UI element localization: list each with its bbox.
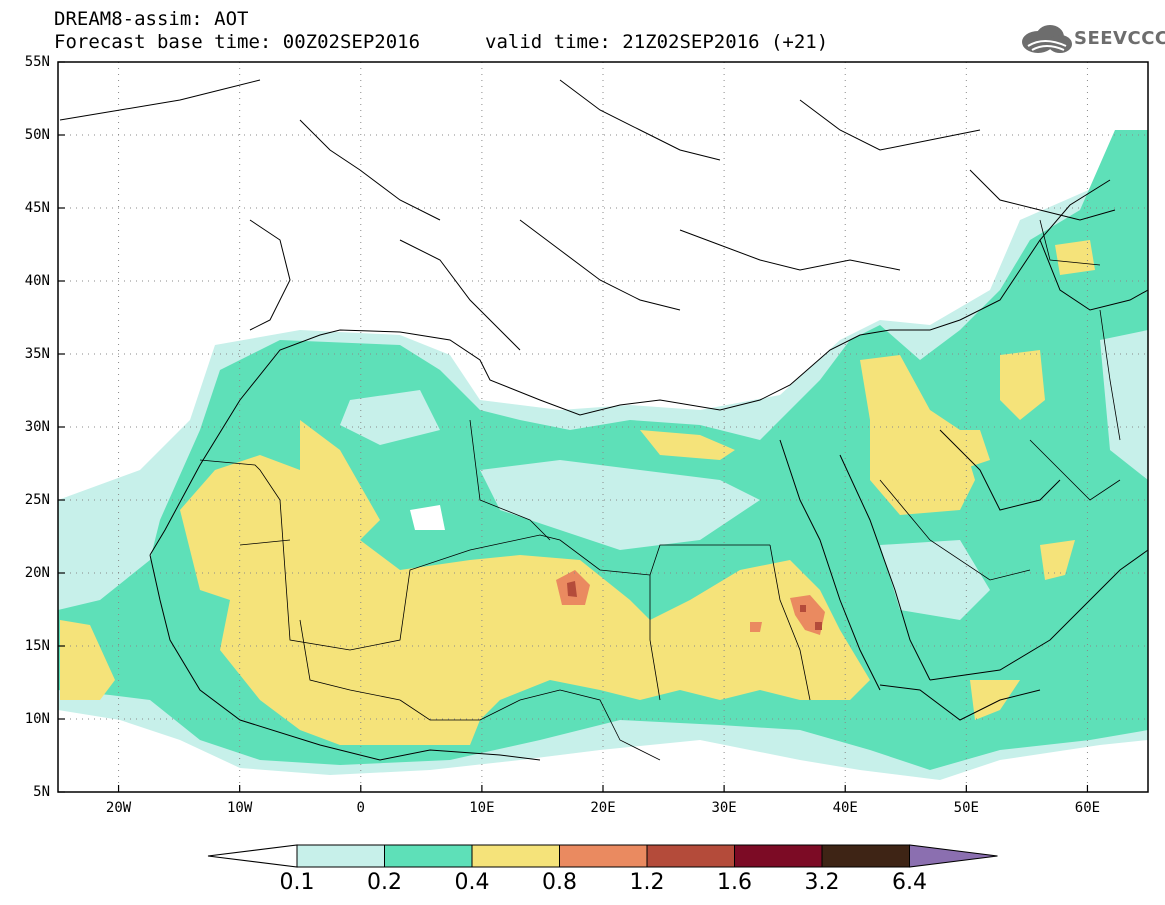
- colorbar-segment: [471, 844, 560, 868]
- lon-label: 40E: [832, 800, 858, 816]
- colorbar-label: 0.8: [542, 870, 577, 895]
- lat-label: 50N: [24, 127, 50, 143]
- aot-band-1.2: [567, 581, 577, 597]
- colorbar-label: 0.4: [454, 870, 490, 895]
- lat-label: 20N: [24, 565, 50, 581]
- colorbar-label: 1.6: [717, 870, 752, 895]
- colorbar-label: 6.4: [892, 870, 927, 895]
- colorbar-segment: [384, 844, 473, 868]
- lat-label: 25N: [24, 492, 50, 508]
- title-line-2: Forecast base time: 00Z02SEP2016: [54, 31, 421, 53]
- axis-ticks: [58, 61, 1089, 793]
- lon-label: 10E: [469, 800, 495, 816]
- lon-label: 50E: [953, 800, 979, 816]
- colorbar-segment: [296, 844, 385, 868]
- colorbar-segment: [559, 844, 648, 868]
- seevccc-logo: SEEVCCC: [1018, 22, 1165, 58]
- colorbar-segment: [646, 844, 735, 868]
- logo-text: SEEVCCC: [1074, 28, 1165, 49]
- aot-field: [58, 130, 1148, 780]
- lon-label: 20W: [105, 800, 132, 816]
- coastlines: [59, 79, 1148, 761]
- valid-time: valid time: 21Z02SEP2016 (+21): [485, 31, 829, 53]
- country-borders: [199, 219, 1121, 761]
- colorbar-segment: [821, 844, 910, 868]
- lon-label: 20E: [590, 800, 616, 816]
- lat-label: 55N: [24, 54, 50, 70]
- lon-label: 30E: [711, 800, 737, 816]
- colorbar-label: 3.2: [804, 870, 840, 895]
- lat-label: 15N: [24, 638, 50, 654]
- colorbar-under-triangle: [207, 844, 298, 868]
- colorbar-segment: [734, 844, 823, 868]
- colorbar-over-triangle: [909, 844, 998, 868]
- lon-label: 60E: [1074, 800, 1101, 816]
- lat-label: 35N: [24, 346, 50, 362]
- colorbar-label: 0.1: [279, 870, 315, 895]
- colorbar-label: 0.2: [367, 870, 402, 895]
- lat-label: 45N: [24, 200, 50, 216]
- lat-label: 5N: [33, 784, 50, 800]
- lon-label: 0: [356, 800, 365, 816]
- lon-label: 10W: [227, 800, 253, 816]
- lat-label: 30N: [24, 419, 50, 435]
- aot-band-0.4: [180, 420, 870, 745]
- title-line-1: DREAM8-assim: AOT: [54, 8, 249, 30]
- lat-label: 40N: [24, 273, 50, 289]
- colorbar: [207, 844, 998, 868]
- cloud-icon: [1022, 25, 1072, 53]
- lat-label: 10N: [24, 711, 50, 727]
- colorbar-label: 1.2: [629, 870, 665, 895]
